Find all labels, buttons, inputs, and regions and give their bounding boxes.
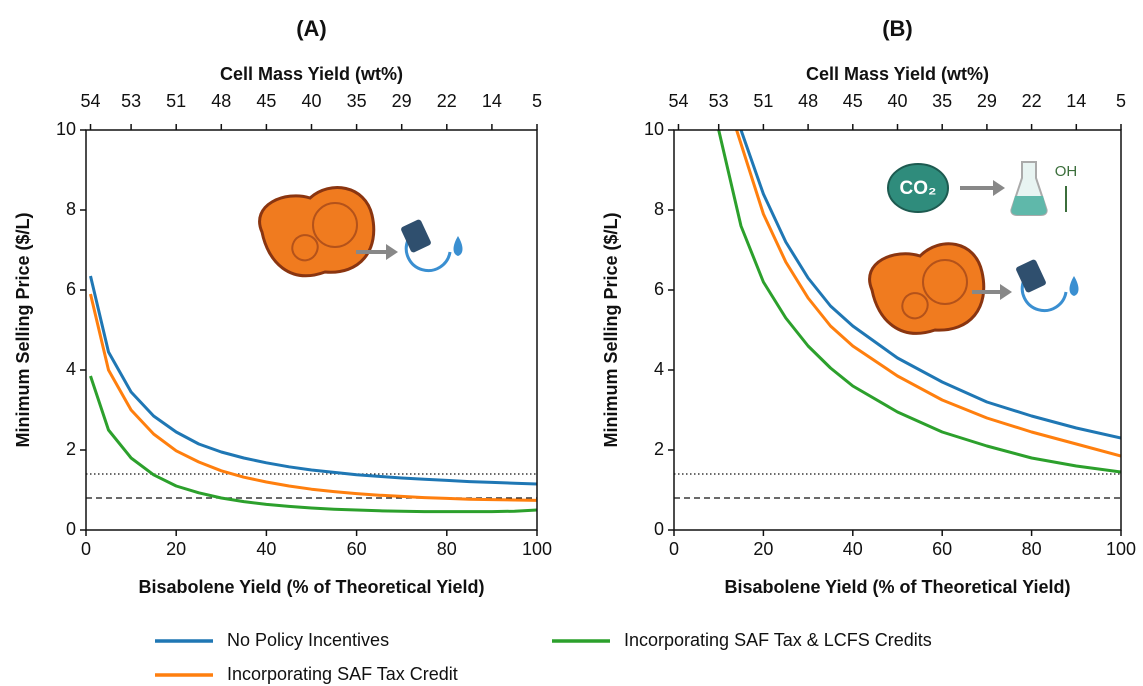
drop	[1070, 276, 1079, 296]
figure: (A) Cell Mass Yield (wt%) Bisabolene Yield…	[0, 0, 1143, 686]
x2-tick-label: 29	[392, 91, 412, 111]
x-tick-label: 0	[81, 539, 91, 559]
x2-tick-label: 14	[482, 91, 502, 111]
x-tick-label: 80	[437, 539, 457, 559]
x2-tick-label: 53	[709, 91, 729, 111]
y-tick-label: 10	[56, 119, 76, 139]
x2-tick-label: 54	[668, 91, 688, 111]
icon-label: CO₂	[900, 178, 937, 199]
x2-tick-label: 14	[1066, 91, 1086, 111]
y-tick-label: 6	[66, 279, 76, 299]
legend-label: Incorporating SAF Tax Credit	[227, 664, 458, 684]
x2-tick-label: 51	[753, 91, 773, 111]
y-tick-label: 6	[654, 279, 664, 299]
arrow-head	[1000, 284, 1012, 300]
arrow-head	[386, 244, 398, 260]
x2-tick-label: 53	[121, 91, 141, 111]
x2-axis-label: Cell Mass Yield (wt%)	[806, 64, 989, 84]
y-tick-label: 8	[654, 199, 664, 219]
x-tick-label: 20	[166, 539, 186, 559]
x2-tick-label: 51	[166, 91, 186, 111]
x-axis-label: Bisabolene Yield (% of Theoretical Yield…	[138, 577, 484, 597]
x2-tick-label: 45	[256, 91, 276, 111]
x-tick-label: 100	[1106, 539, 1136, 559]
x-tick-label: 60	[347, 539, 367, 559]
x-tick-label: 80	[1022, 539, 1042, 559]
y-tick-label: 0	[66, 519, 76, 539]
x2-tick-label: 45	[843, 91, 863, 111]
series-line	[91, 376, 538, 512]
x2-axis-label: Cell Mass Yield (wt%)	[220, 64, 403, 84]
arrow-head	[993, 180, 1005, 196]
x-tick-label: 0	[669, 539, 679, 559]
icon-label: OH	[1055, 163, 1078, 180]
y-axis-label: Minimum Selling Price ($/L)	[13, 212, 33, 447]
series-line	[91, 276, 538, 484]
x2-tick-label: 5	[532, 91, 542, 111]
icon-cell-to-fuel	[260, 188, 463, 276]
y-tick-label: 2	[654, 439, 664, 459]
y-axis-label: Minimum Selling Price ($/L)	[601, 212, 621, 447]
x2-tick-label: 40	[887, 91, 907, 111]
x2-tick-label: 5	[1116, 91, 1126, 111]
x-tick-label: 20	[753, 539, 773, 559]
y-tick-label: 2	[66, 439, 76, 459]
x-tick-label: 100	[522, 539, 552, 559]
y-tick-label: 10	[644, 119, 664, 139]
legend-label: Incorporating SAF Tax & LCFS Credits	[624, 630, 932, 650]
y-tick-label: 4	[654, 359, 664, 379]
x2-tick-label: 35	[932, 91, 952, 111]
x2-tick-label: 22	[437, 91, 457, 111]
x-tick-label: 40	[843, 539, 863, 559]
x-tick-label: 60	[932, 539, 952, 559]
legend-label: No Policy Incentives	[227, 630, 389, 650]
fuel-pump	[1015, 259, 1047, 294]
y-tick-label: 0	[654, 519, 664, 539]
panel-title: (B)	[882, 16, 913, 41]
x2-tick-label: 54	[80, 91, 100, 111]
x2-tick-label: 48	[211, 91, 231, 111]
drop	[454, 236, 463, 256]
x2-tick-label: 40	[301, 91, 321, 111]
y-tick-label: 8	[66, 199, 76, 219]
y-tick-label: 4	[66, 359, 76, 379]
x2-tick-label: 48	[798, 91, 818, 111]
x-tick-label: 40	[256, 539, 276, 559]
flask-liquid	[1011, 196, 1046, 215]
x2-tick-label: 29	[977, 91, 997, 111]
x2-tick-label: 22	[1022, 91, 1042, 111]
x-axis-label: Bisabolene Yield (% of Theoretical Yield…	[724, 577, 1070, 597]
x2-tick-label: 35	[347, 91, 367, 111]
panel-title: (A)	[296, 16, 327, 41]
